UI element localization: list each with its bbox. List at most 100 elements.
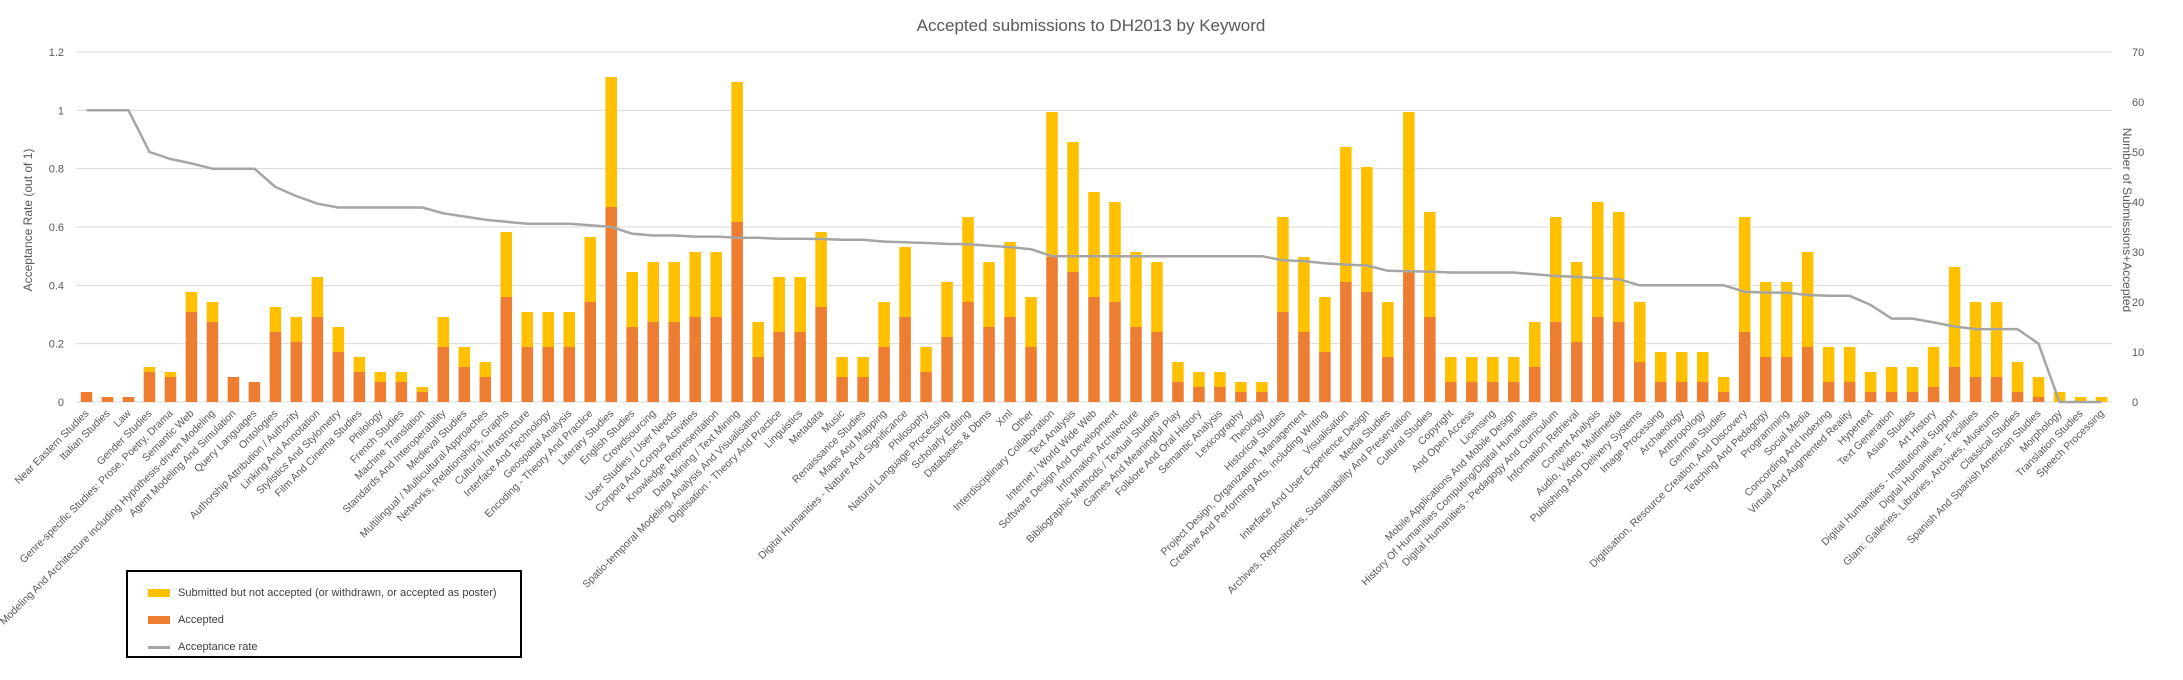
accepted-bar	[1822, 382, 1835, 402]
submitted-bar	[647, 262, 659, 322]
submitted-bar	[311, 277, 324, 317]
submitted-bar	[1696, 352, 1709, 382]
accepted-bar	[794, 332, 806, 402]
submitted-bar	[752, 322, 764, 357]
accepted-bar	[2011, 392, 2024, 402]
accepted-bar	[1487, 382, 1499, 402]
submitted-bar	[164, 372, 177, 377]
accepted-bar	[1990, 377, 2003, 402]
accepted-bar	[1109, 302, 1121, 402]
submitted-bar	[1466, 357, 1478, 382]
submitted-bar	[437, 317, 450, 347]
axis-ticks: 0 0.2 0.4 0.6 0.8 1 1.2 0 10 20 30 40 50 60 70	[49, 47, 2145, 409]
submitted-bar	[962, 217, 974, 302]
submitted-bar	[1864, 372, 1877, 392]
accepted-bar	[1570, 342, 1583, 402]
submitted-bar	[1738, 217, 1751, 332]
accepted-bar	[1654, 382, 1667, 402]
submitted-bar	[857, 357, 869, 377]
accepted-bar	[458, 367, 471, 402]
submitted-bar	[2053, 392, 2066, 402]
accepted-bar	[857, 377, 869, 402]
submitted-bar	[563, 312, 576, 347]
accepted-bar	[80, 392, 93, 402]
accepted-bar	[1508, 382, 1520, 402]
legend-swatch-submitted	[148, 589, 170, 597]
y-tick-label: 0.4	[49, 280, 64, 292]
submitted-bar	[143, 367, 156, 372]
submitted-bar	[206, 302, 219, 322]
accepted-bar	[962, 302, 974, 402]
submitted-bar	[1801, 252, 1814, 347]
accepted-bar	[1550, 322, 1562, 402]
accepted-bar	[1675, 382, 1688, 402]
accepted-bar	[626, 327, 638, 402]
submitted-bar	[1780, 282, 1793, 357]
accepted-bar	[1843, 382, 1856, 402]
submitted-bar	[1633, 302, 1646, 362]
accepted-bar	[1948, 367, 1961, 402]
submitted-bar	[1361, 167, 1373, 292]
accepted-bar	[542, 347, 555, 402]
submitted-bar	[1277, 217, 1289, 312]
accepted-bar	[563, 347, 576, 402]
submitted-bar	[500, 232, 513, 297]
accepted-bar	[1130, 327, 1142, 402]
accepted-bar	[500, 297, 513, 402]
submitted-bar	[1025, 297, 1037, 347]
accepted-bar	[2032, 397, 2045, 402]
submitted-bar	[1654, 352, 1667, 382]
submitted-bar	[269, 307, 282, 332]
submitted-bar	[710, 252, 722, 317]
submitted-bar	[1570, 262, 1583, 342]
accepted-bar	[416, 392, 429, 402]
submitted-bar	[479, 362, 492, 377]
y-tick-label: 0.6	[49, 222, 64, 234]
submitted-bar	[689, 252, 701, 317]
accepted-bar	[1529, 367, 1541, 402]
accepted-bar	[752, 357, 764, 402]
submitted-bar	[374, 372, 387, 382]
accepted-bar	[185, 312, 198, 402]
submitted-bar	[1256, 382, 1268, 392]
accepted-bar	[1382, 357, 1394, 402]
accepted-bar	[731, 222, 743, 402]
submitted-bar	[2011, 362, 2024, 392]
submitted-bar	[836, 357, 848, 377]
submitted-bar	[1885, 367, 1898, 392]
submitted-bar	[2074, 397, 2087, 402]
submitted-bar	[1948, 267, 1961, 367]
y-axis-label: Acceptance Rate (out of 1)	[21, 149, 35, 292]
accepted-bar	[1424, 317, 1436, 402]
submitted-bar	[395, 372, 408, 382]
accepted-bar	[1067, 272, 1079, 402]
accepted-bar	[836, 377, 848, 402]
legend: Submitted but not accepted (or withdrawn…	[126, 570, 522, 658]
submitted-bar	[1445, 357, 1457, 382]
accepted-bar	[1004, 317, 1016, 402]
accepted-bar	[437, 347, 450, 402]
accepted-bar	[521, 347, 534, 402]
submitted-bar	[1990, 302, 2003, 377]
legend-item-rate: Acceptance rate	[148, 639, 258, 655]
submitted-bar	[1319, 297, 1331, 352]
y2-tick-label: 0	[2132, 397, 2138, 409]
accepted-bar	[1864, 392, 1877, 402]
y-tick-label: 0.8	[49, 164, 64, 176]
submitted-bar	[353, 357, 366, 372]
submitted-bar	[794, 277, 806, 332]
y2-axis-label: Number of Submissions+Accepted	[2120, 128, 2134, 312]
y2-tick-label: 40	[2132, 197, 2144, 209]
submitted-bar	[1109, 202, 1121, 302]
accepted-bar	[1696, 382, 1709, 402]
accepted-bar	[1969, 377, 1982, 402]
submitted-bar	[290, 317, 303, 342]
submitted-bar	[899, 247, 911, 317]
accepted-bar	[1780, 357, 1793, 402]
accepted-bar	[227, 377, 240, 402]
accepted-bar	[1591, 317, 1604, 402]
accepted-bar	[1025, 347, 1037, 402]
submitted-bar	[1969, 302, 1982, 377]
submitted-bar	[1130, 252, 1142, 327]
submitted-bar	[1151, 262, 1163, 332]
